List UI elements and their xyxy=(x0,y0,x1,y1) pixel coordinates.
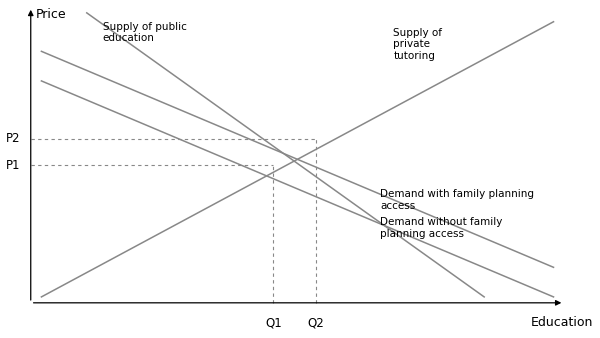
Text: Demand with family planning
access: Demand with family planning access xyxy=(380,189,534,211)
Text: P1: P1 xyxy=(5,159,20,172)
Text: Education: Education xyxy=(530,316,593,329)
Text: Price: Price xyxy=(36,8,67,21)
Text: P2: P2 xyxy=(5,132,20,145)
Text: Supply of public
education: Supply of public education xyxy=(103,22,187,43)
Text: Q1: Q1 xyxy=(265,316,282,329)
Text: Q2: Q2 xyxy=(308,316,325,329)
Text: Supply of
private
tutoring: Supply of private tutoring xyxy=(394,28,442,61)
Text: Demand without family
planning access: Demand without family planning access xyxy=(380,217,503,239)
